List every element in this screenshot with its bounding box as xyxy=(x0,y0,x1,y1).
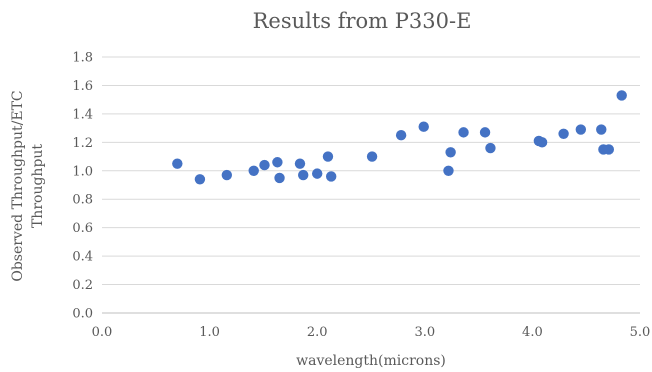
y-tick-label: 0.4 xyxy=(72,250,93,265)
data-point xyxy=(221,169,233,181)
data-point xyxy=(325,171,337,182)
data-point xyxy=(596,124,607,135)
y-tick-label: 1.8 xyxy=(72,51,93,66)
data-point xyxy=(575,124,587,135)
y-tick-label: 1.0 xyxy=(72,164,93,179)
x-tick-label: 1.0 xyxy=(199,325,220,340)
data-point xyxy=(485,142,496,154)
data-point xyxy=(259,159,270,171)
x-tick-label: 4.0 xyxy=(522,325,543,340)
data-point xyxy=(194,174,206,185)
data-point xyxy=(312,168,323,179)
data-point xyxy=(445,147,456,158)
data-point xyxy=(458,127,469,138)
y-tick-label: 0.2 xyxy=(72,278,93,293)
x-tick-label: 2.0 xyxy=(307,325,328,340)
data-point xyxy=(443,165,454,176)
y-axis-title-line-1: Observed Throughput/ETC xyxy=(10,90,26,281)
data-point xyxy=(248,165,259,176)
x-tick-label: 3.0 xyxy=(414,325,435,340)
data-point xyxy=(558,128,569,139)
data-point xyxy=(395,130,407,141)
data-point xyxy=(294,158,306,169)
x-tick-labels: 0.0 1.0 2.0 3.0 4.0 5.0 xyxy=(92,325,651,340)
data-point xyxy=(479,127,491,138)
data-point xyxy=(418,121,429,132)
data-point xyxy=(274,172,285,184)
data-point xyxy=(272,157,283,168)
data-point xyxy=(536,137,548,148)
data-points xyxy=(172,90,627,185)
y-tick-label: 1.4 xyxy=(72,107,93,122)
data-point xyxy=(322,151,334,162)
x-tick-label: 0.0 xyxy=(92,325,113,340)
data-point xyxy=(366,151,378,162)
data-point xyxy=(616,90,627,101)
gridlines xyxy=(102,56,640,286)
x-axis-title: wavelength(microns) xyxy=(296,353,446,369)
data-point xyxy=(298,169,309,181)
y-tick-label: 0.8 xyxy=(72,193,93,208)
y-tick-label: 0.6 xyxy=(72,221,93,236)
x-tick-label: 5.0 xyxy=(630,325,651,340)
data-point xyxy=(603,144,614,155)
y-axis-title-line-2: Throughput xyxy=(30,144,46,228)
y-tick-label: 1.6 xyxy=(72,79,93,94)
y-tick-labels: 0.0 0.2 0.4 0.6 0.8 1.0 1.2 1.4 1.6 1.8 xyxy=(72,51,93,322)
y-tick-label: 1.2 xyxy=(72,136,93,151)
y-tick-label: 0.0 xyxy=(72,307,93,322)
data-point xyxy=(172,158,183,169)
chart-title: Results from P330-E xyxy=(253,9,472,33)
